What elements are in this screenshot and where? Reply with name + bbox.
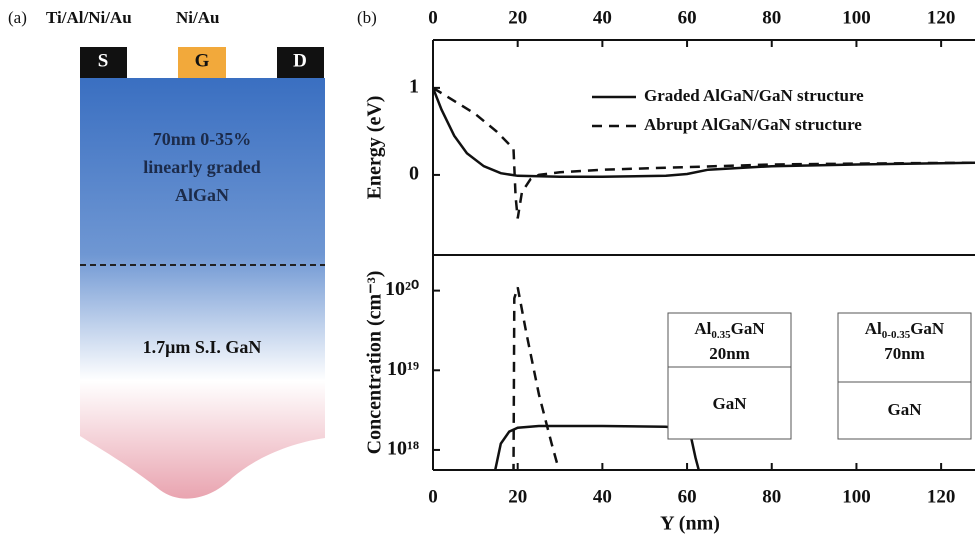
inset-material: Al0.35GaN	[694, 319, 765, 341]
inset-substrate: GaN	[713, 394, 748, 413]
contact	[80, 47, 127, 78]
substrate	[80, 78, 325, 499]
y-tick-label: 10¹⁹	[387, 358, 419, 380]
x-tick-label: 100	[842, 486, 871, 507]
inset-rest: GaN	[910, 319, 945, 338]
inset-substrate: GaN	[888, 400, 923, 419]
x-tick-label: 120	[927, 7, 956, 28]
data-line	[433, 87, 975, 178]
contact	[277, 47, 324, 78]
inset-material: Al0-0.35GaN	[865, 319, 945, 341]
panel-label: (b)	[357, 8, 377, 27]
layer-label: 70nm 0-35%	[153, 129, 252, 149]
x-tick-label: 80	[762, 7, 781, 28]
y-tick-label: 10²⁰	[385, 278, 419, 300]
data-line	[512, 286, 561, 470]
x-tick-label: 100	[842, 7, 871, 28]
inset-subscript: 0-0.35	[882, 329, 911, 341]
contact-label: D	[293, 50, 307, 71]
contact	[178, 47, 226, 78]
series-group	[433, 86, 975, 219]
metal-label: Ti/Al/Ni/Au	[46, 8, 132, 27]
x-tick-label: 40	[593, 7, 612, 28]
panel-label: (a)	[8, 8, 27, 27]
inset-element: Al	[694, 319, 711, 338]
inset-box	[837, 312, 972, 440]
layer-label: AlGaN	[175, 185, 229, 205]
series-group	[493, 286, 701, 470]
x-tick-label: 0	[428, 486, 438, 507]
contact-label: S	[98, 50, 109, 71]
contact-label: G	[195, 50, 210, 71]
inset-thickness: 70nm	[884, 344, 925, 363]
y-tick-label: 1	[409, 75, 419, 97]
x-axis-label: Y (nm)	[660, 513, 720, 535]
layer-label: linearly graded	[143, 157, 261, 177]
legend-label: Abrupt AlGaN/GaN structure	[644, 115, 862, 134]
data-line	[433, 86, 975, 219]
x-tick-label: 20	[508, 486, 527, 507]
inset-thickness: 20nm	[709, 344, 750, 363]
inset-box	[667, 312, 792, 440]
metal-label: Ni/Au	[176, 8, 219, 27]
x-tick-label: 120	[927, 486, 956, 507]
x-tick-label: 0	[428, 7, 438, 28]
inset-subscript: 0.35	[711, 329, 731, 341]
y-axis-label: Concentration (cm⁻³)	[364, 271, 386, 455]
inset-rest: GaN	[731, 319, 766, 338]
x-tick-label: 60	[678, 7, 697, 28]
data-line	[493, 424, 701, 470]
layer-label: 1.7μm S.I. GaN	[143, 337, 262, 357]
legend-label: Graded AlGaN/GaN structure	[644, 86, 864, 105]
y-tick-label: 10¹⁸	[387, 438, 419, 460]
x-tick-label: 60	[678, 486, 697, 507]
inset-element: Al	[865, 319, 882, 338]
y-tick-label: 0	[409, 163, 419, 185]
x-tick-label: 20	[508, 7, 527, 28]
y-axis-label: Energy (eV)	[364, 96, 386, 200]
x-tick-label: 40	[593, 486, 612, 507]
x-tick-label: 80	[762, 486, 781, 507]
